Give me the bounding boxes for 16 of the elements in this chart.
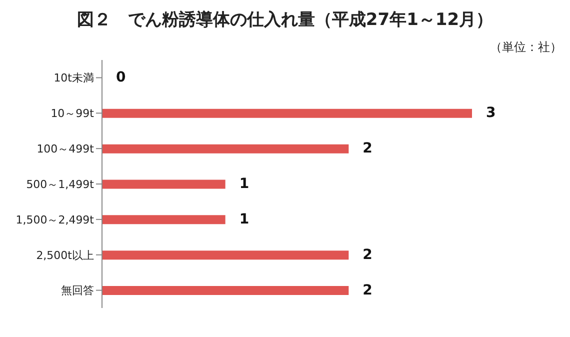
y-tick-label: 10～99t — [50, 107, 95, 120]
data-label: 2 — [362, 140, 372, 157]
chart-title: 図２ でん粉誘導体の仕入れ量（平成27年1～12月） — [76, 9, 494, 31]
data-label: 1 — [239, 176, 250, 192]
y-tick-label: 無回答 — [61, 284, 94, 298]
y-tick-label: 1,500～2,499t — [16, 213, 95, 226]
data-label: 3 — [486, 105, 496, 122]
y-tick-label: 2,500t以上 — [36, 248, 94, 262]
data-label: 0 — [116, 70, 126, 86]
y-tick-label: 10t未満 — [54, 72, 94, 85]
data-label: 2 — [362, 246, 372, 263]
y-tick-label: 500～1,499t — [26, 178, 95, 191]
data-label: 1 — [239, 211, 250, 228]
text: （単位：社） — [489, 39, 562, 56]
y-tick-label: 100～499t — [36, 142, 95, 156]
data-label: 2 — [362, 282, 372, 298]
